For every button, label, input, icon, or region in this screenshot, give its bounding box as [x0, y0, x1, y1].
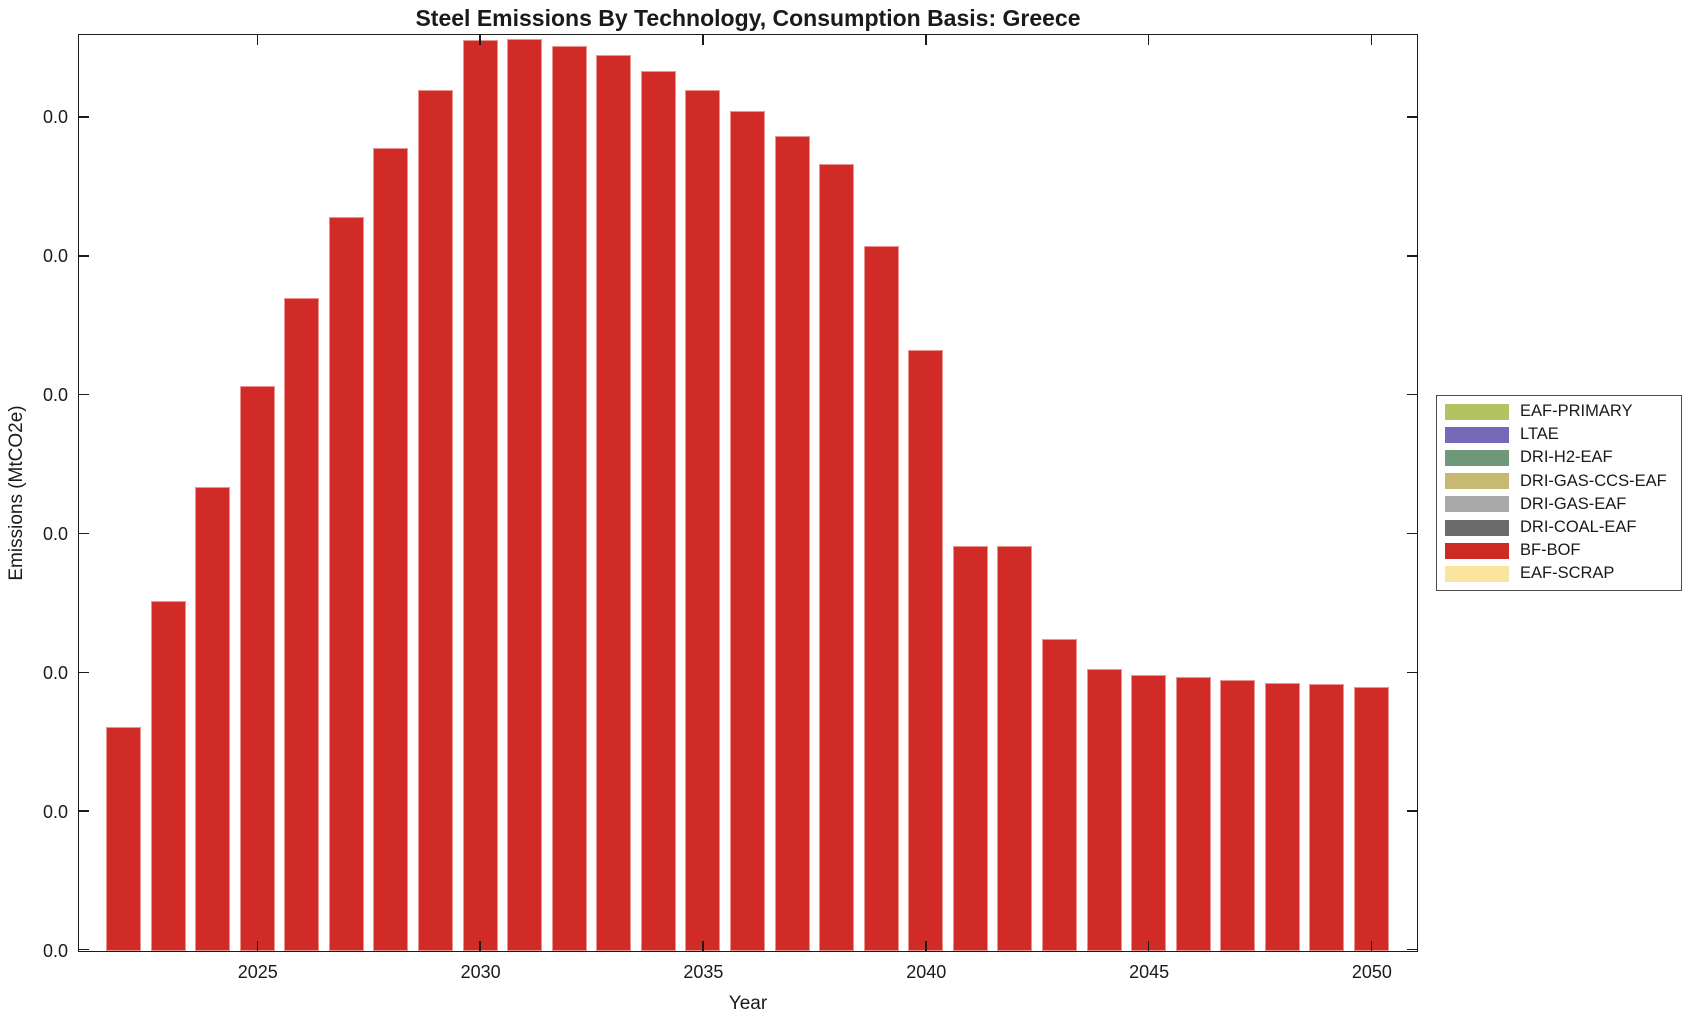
bar	[328, 216, 364, 951]
bar	[462, 40, 498, 951]
bar	[1086, 669, 1122, 951]
bar	[1220, 680, 1256, 951]
x-tick-label: 2050	[1351, 962, 1392, 982]
legend-label: EAF-SCRAP	[1520, 564, 1615, 583]
bar	[1264, 683, 1300, 951]
legend-swatch	[1445, 496, 1509, 513]
legend-item: BF-BOF	[1445, 539, 1673, 562]
x-tick-top	[702, 35, 704, 45]
legend-label: LTAE	[1520, 425, 1559, 444]
y-tick-right	[1407, 671, 1417, 674]
legend-item: DRI-GAS-CCS-EAF	[1445, 470, 1673, 493]
bar	[774, 135, 810, 951]
y-tick-left	[79, 948, 89, 950]
x-tick-label: 2030	[460, 962, 501, 982]
y-tick-right	[1407, 810, 1417, 812]
legend-swatch	[1445, 449, 1509, 466]
y-tick-label: 0.0	[42, 940, 68, 961]
legend-item: EAF-SCRAP	[1445, 562, 1673, 585]
legend: EAF-PRIMARY LTAE DRI-H2-EAF DRI-GAS-CCS-EAF…	[1436, 395, 1682, 591]
bar	[640, 70, 676, 951]
bar	[195, 487, 231, 951]
y-tick-label: 0.0	[42, 801, 68, 822]
y-tick-label: 0.0	[42, 246, 68, 267]
bar	[1353, 687, 1389, 951]
bar	[1175, 677, 1211, 951]
legend-swatch	[1445, 403, 1509, 420]
legend-item: DRI-H2-EAF	[1445, 446, 1673, 469]
x-tick-label: 2040	[906, 962, 947, 982]
bar	[418, 90, 454, 951]
bar	[1041, 638, 1077, 951]
bar	[106, 727, 142, 951]
chart-title: Steel Emissions By Technology, Consumpti…	[415, 5, 1081, 31]
y-axis-label: Emissions (MtCO2e)	[6, 405, 27, 581]
y-tick-label: 0.0	[42, 107, 68, 128]
y-tick-left	[79, 393, 89, 396]
x-tick-label: 2025	[237, 962, 278, 982]
bar	[551, 45, 587, 951]
legend-item: DRI-GAS-EAF	[1445, 493, 1673, 516]
y-tick-left	[79, 116, 89, 118]
y-tick-label: 0.0	[42, 385, 68, 406]
legend-label: BF-BOF	[1520, 541, 1581, 560]
x-tick-top	[256, 35, 259, 45]
bar	[730, 110, 765, 951]
bar	[952, 545, 988, 951]
x-tick-bottom	[256, 941, 259, 951]
bar	[1309, 684, 1345, 951]
x-tick-bottom	[925, 941, 927, 951]
plot-area	[78, 34, 1418, 952]
bar	[863, 245, 899, 951]
y-tick-label: 0.0	[42, 523, 68, 544]
bar	[507, 38, 543, 951]
y-tick-left	[79, 532, 89, 535]
legend-swatch	[1445, 426, 1509, 443]
y-tick-right	[1407, 948, 1417, 950]
y-tick-right	[1407, 116, 1417, 118]
y-tick-right	[1407, 393, 1417, 396]
y-tick-left	[79, 255, 89, 257]
legend-item: DRI-COAL-EAF	[1445, 516, 1673, 539]
y-tick-left	[79, 671, 89, 674]
legend-swatch	[1445, 473, 1509, 490]
legend-item: LTAE	[1445, 423, 1673, 446]
x-axis-label: Year	[728, 993, 768, 1014]
x-tick-top	[925, 35, 927, 45]
bar	[908, 349, 944, 951]
bar	[997, 545, 1033, 951]
legend-item: EAF-PRIMARY	[1445, 400, 1673, 423]
bar	[150, 601, 186, 951]
legend-swatch	[1445, 565, 1509, 582]
x-tick-bottom	[1147, 941, 1150, 951]
x-tick-top	[1147, 35, 1150, 45]
x-tick-top	[479, 35, 481, 45]
legend-label: DRI-GAS-EAF	[1520, 494, 1627, 513]
legend-label: DRI-GAS-CCS-EAF	[1520, 471, 1667, 490]
legend-label: DRI-COAL-EAF	[1520, 518, 1637, 537]
bar	[596, 55, 632, 951]
bar	[685, 90, 721, 951]
legend-label: EAF-PRIMARY	[1520, 402, 1633, 421]
y-tick-left	[79, 810, 89, 812]
bar	[1131, 674, 1167, 951]
x-tick-bottom	[702, 941, 704, 951]
legend-label: DRI-H2-EAF	[1520, 448, 1613, 467]
y-tick-right	[1407, 255, 1417, 257]
bar	[819, 163, 855, 951]
x-tick-top	[1370, 35, 1373, 45]
x-tick-label: 2035	[683, 962, 724, 982]
bar	[373, 148, 409, 951]
x-tick-bottom	[1370, 941, 1373, 951]
legend-swatch	[1445, 542, 1509, 559]
bar	[284, 298, 320, 951]
legend-swatch	[1445, 519, 1509, 536]
x-tick-bottom	[479, 941, 481, 951]
x-tick-label: 2045	[1129, 962, 1170, 982]
bar	[239, 385, 275, 951]
y-tick-right	[1407, 532, 1417, 535]
y-tick-label: 0.0	[42, 662, 68, 683]
